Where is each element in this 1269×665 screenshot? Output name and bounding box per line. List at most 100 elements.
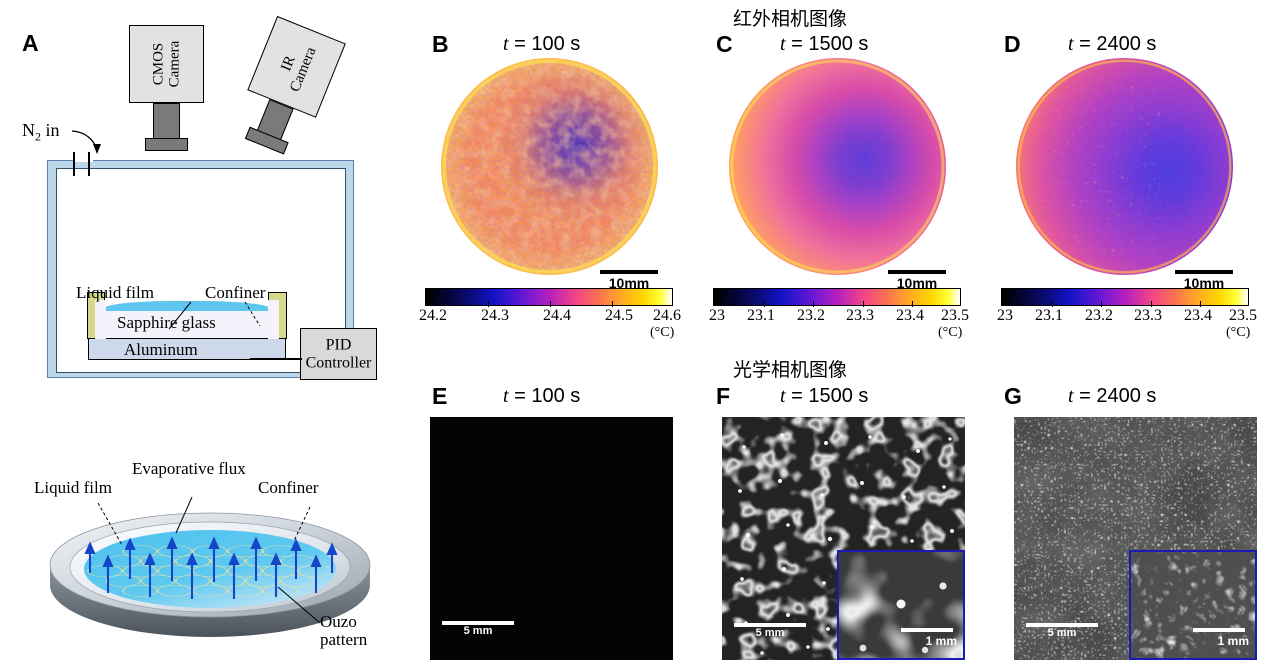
cbar-d-label-1: 23.1 (1035, 307, 1063, 324)
panel-f-optical-image: 5 mm (722, 417, 965, 660)
dish-schematic: Liquid film Evaporative flux Confiner Ou… (10, 445, 410, 660)
cbar-b-tick-2 (550, 301, 551, 307)
dish-liquid-film-label: Liquid film (34, 478, 112, 497)
panel-f-inset: 1 mm (837, 550, 965, 660)
panel-letter-a: A (22, 30, 39, 56)
panel-c-title: t = 1500 s (780, 33, 869, 55)
cbar-c-tick-1 (764, 301, 765, 307)
panel-g-inset-scalebar-label: 1 mm (1217, 634, 1249, 648)
dish-confiner-label: Confiner (258, 478, 319, 497)
panel-b-ir-image (441, 58, 658, 275)
optical-section-title: 光学相机图像 (732, 360, 847, 381)
panel-d-colorbar-gradient (1002, 289, 1248, 305)
panel-f-title: t = 1500 s (780, 385, 869, 407)
cbar-b-label-0: 24.2 (419, 307, 447, 324)
panel-d-colorbar (1001, 288, 1249, 307)
panel-c-scalebar-label: 10mm (896, 275, 938, 291)
panel-b-colorbar (425, 288, 673, 307)
cbar-d-tick-4 (1200, 301, 1201, 307)
panel-f-scalebar-line (734, 623, 806, 627)
cbar-c-tick-2 (813, 301, 814, 307)
panel-c-colorbar-gradient (714, 289, 960, 305)
liquid-film-layer (104, 301, 270, 311)
panel-f-inset-scalebar-label: 1 mm (925, 634, 957, 648)
cbar-c-label-4: 23.4 (896, 307, 924, 324)
cbar-d-label-5: 23.5 (1229, 307, 1257, 324)
panel-c-ir-image (729, 58, 946, 275)
ir-camera-body: IR Camera (247, 15, 346, 118)
panel-b-title: t = 100 s (503, 33, 581, 55)
inlet-port-right (88, 152, 90, 176)
cbar-b-tick-1 (488, 301, 489, 307)
panel-g-title: t = 2400 s (1068, 385, 1157, 407)
cbar-d-unit: (°C) (1226, 325, 1251, 340)
confiner-label: Confiner (205, 283, 266, 302)
panel-g-inset: 1 mm (1129, 550, 1257, 660)
panel-g-scalebar-label: 5 mm (1047, 627, 1077, 639)
cbar-c-unit: (°C) (938, 325, 963, 340)
panel-letter-c: C (716, 31, 733, 57)
cbar-b-tick-3 (612, 301, 613, 307)
panel-g-inset-scalebar-line (1193, 628, 1245, 632)
cbar-c-tick-3 (863, 301, 864, 307)
panel-c-colorbar (713, 288, 961, 307)
panel-e-title: t = 100 s (503, 385, 581, 407)
panel-b-scalebar-line (600, 270, 658, 274)
pid-controller-label: PID Controller (305, 336, 372, 371)
panel-b-colorbar-gradient (426, 289, 672, 305)
sapphire-glass (99, 310, 275, 339)
dish-evaporative-flux-label: Evaporative flux (132, 459, 246, 478)
panel-c-texture (730, 59, 945, 274)
ir-camera-assembly: IR Camera (209, 3, 365, 179)
cmos-camera-label: CMOS Camera (149, 40, 182, 88)
panel-e-texture (430, 417, 673, 660)
panel-d-texture (1017, 59, 1232, 274)
cbar-c-label-3: 23.3 (846, 307, 874, 324)
cbar-b-label-1: 24.3 (481, 307, 509, 324)
panel-b-texture (442, 59, 657, 274)
ir-section-title: 红外相机图像 (732, 9, 847, 30)
cbar-c-label-0: 23 (709, 307, 725, 324)
cbar-d-tick-3 (1151, 301, 1152, 307)
inlet-port-left (73, 152, 75, 176)
confiner-right-notch (268, 300, 279, 339)
cbar-d-label-2: 23.2 (1085, 307, 1113, 324)
nitrogen-inlet-arrow (71, 130, 101, 154)
panel-letter-f: F (716, 383, 731, 409)
panel-letter-b: B (432, 31, 449, 57)
confiner-leader (244, 301, 261, 327)
cbar-b-unit: (°C) (650, 325, 675, 340)
inlet-gap (73, 150, 93, 162)
cmos-camera-body: CMOS Camera (129, 25, 204, 103)
panel-f-scalebar-label: 5 mm (755, 627, 785, 639)
cbar-b-label-3: 24.5 (605, 307, 633, 324)
ir-camera-label: IR Camera (278, 44, 320, 95)
panel-g-inset-texture (1131, 552, 1255, 658)
panel-d-scalebar-label: 10mm (1183, 275, 1225, 291)
panel-g-scalebar-line (1026, 623, 1098, 627)
dish-ouzo-pattern-label: Ouzo pattern (320, 612, 368, 649)
cbar-d-label-3: 23.3 (1134, 307, 1162, 324)
cbar-c-label-5: 23.5 (941, 307, 969, 324)
nitrogen-inlet-label: N2 in (22, 120, 60, 144)
aluminum-label: Aluminum (124, 340, 198, 359)
dish-svg (49, 496, 371, 637)
pid-wire (250, 358, 302, 360)
cmos-camera-mount (145, 138, 188, 151)
panel-d-title: t = 2400 s (1068, 33, 1157, 55)
cbar-d-tick-1 (1052, 301, 1053, 307)
cbar-d-tick-2 (1101, 301, 1102, 307)
panel-d-ir-image (1016, 58, 1233, 275)
panel-c-scalebar-line (888, 270, 946, 274)
panel-e-scalebar-label: 5 mm (463, 625, 493, 637)
cbar-c-label-1: 23.1 (747, 307, 775, 324)
panel-f-inset-texture (839, 552, 963, 658)
pid-controller-box: PID Controller (300, 328, 377, 380)
cmos-camera-lens (153, 103, 180, 141)
flux-arrows (84, 536, 338, 599)
panel-b-scalebar-label: 10mm (608, 275, 650, 291)
panel-e-scalebar-line (442, 621, 514, 625)
panel-letter-e: E (432, 383, 448, 409)
cbar-b-label-4: 24.6 (653, 307, 681, 324)
